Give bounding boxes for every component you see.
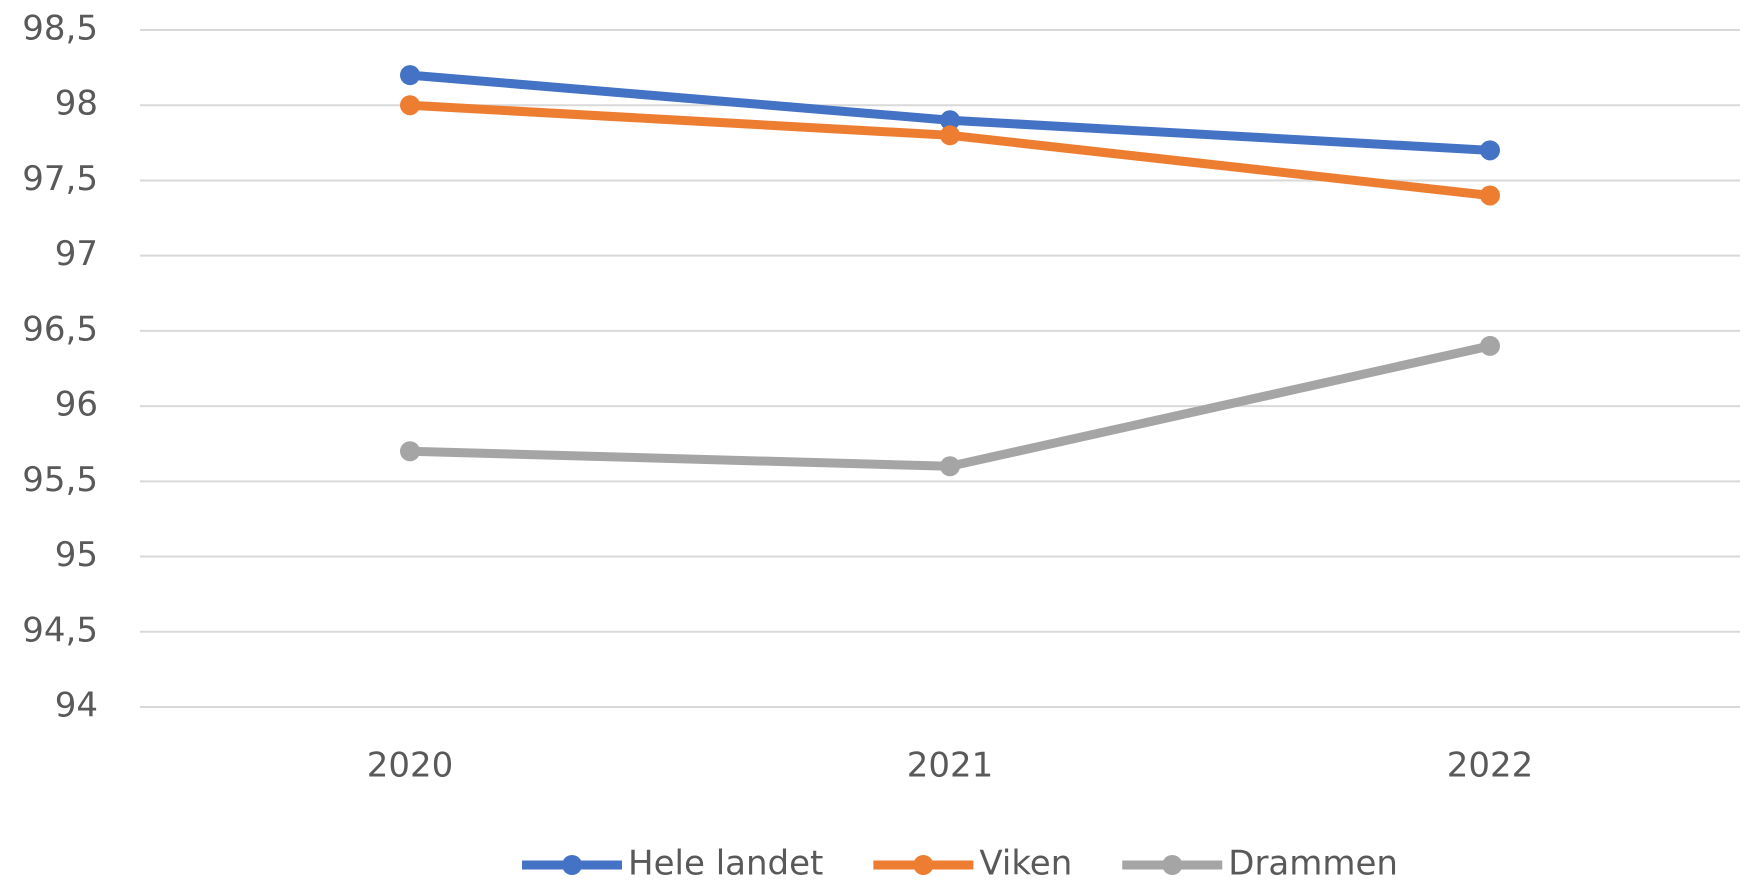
series-marker	[400, 441, 420, 462]
y-tick-label: 94	[55, 686, 98, 726]
y-tick-label: 98	[55, 84, 98, 124]
y-tick-label: 98,5	[22, 9, 98, 49]
legend-marker	[1162, 855, 1183, 875]
y-tick-label: 96	[55, 385, 98, 425]
series-marker	[1480, 335, 1500, 356]
y-tick-label: 97,5	[22, 159, 98, 199]
y-tick-label: 96,5	[22, 309, 98, 349]
x-tick-label: 2021	[907, 746, 994, 786]
legend-label: Hele landet	[628, 844, 823, 883]
y-tick-label: 95	[55, 535, 98, 575]
legend-marker	[562, 855, 583, 875]
series-marker	[400, 95, 420, 116]
y-tick-label: 95,5	[22, 460, 98, 500]
x-tick-label: 2020	[367, 746, 454, 786]
series-marker	[940, 456, 960, 477]
legend-label: Viken	[979, 844, 1072, 883]
series-marker	[400, 65, 420, 86]
legend-label: Drammen	[1228, 844, 1398, 883]
x-tick-label: 2022	[1447, 746, 1534, 786]
series-marker	[1480, 185, 1500, 206]
series-marker	[1480, 140, 1500, 161]
series-marker	[940, 125, 960, 146]
y-tick-label: 94,5	[22, 610, 98, 650]
y-tick-label: 97	[55, 234, 98, 274]
legend-marker	[913, 855, 934, 875]
series-marker	[940, 110, 960, 131]
